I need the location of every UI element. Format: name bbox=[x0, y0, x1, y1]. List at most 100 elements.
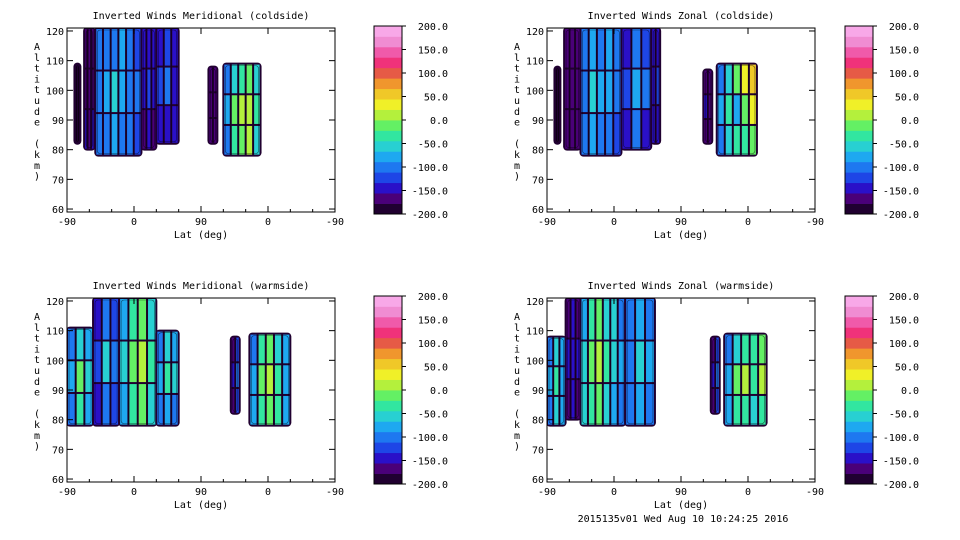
contour-cell bbox=[111, 29, 118, 70]
contour-cell bbox=[741, 125, 748, 155]
contour-cell bbox=[597, 29, 605, 70]
panel-3: Inverted Winds Meridional (warmside) -90 0… bbox=[34, 281, 448, 511]
contour-cell bbox=[224, 95, 230, 124]
contour-cell bbox=[622, 110, 631, 149]
contour-cell bbox=[129, 299, 137, 340]
contour-cell bbox=[147, 110, 151, 149]
y-tick-label: 80 bbox=[52, 146, 64, 157]
contour-cell bbox=[742, 365, 749, 394]
contour-cell bbox=[254, 125, 260, 155]
contour-line bbox=[232, 338, 239, 413]
colorbar-swatch bbox=[374, 88, 402, 100]
x-tick-label: -90 bbox=[538, 487, 556, 498]
contour-cell bbox=[548, 367, 553, 395]
contour-line bbox=[94, 299, 118, 424]
contour-cell bbox=[157, 331, 163, 362]
contour-region bbox=[248, 332, 292, 427]
colorbar-tick-label: 200.0 bbox=[889, 292, 919, 303]
contour-cell bbox=[596, 341, 602, 383]
contour-cell bbox=[725, 64, 732, 94]
colorbar-tick-label: 100.0 bbox=[418, 69, 448, 80]
contour-cell bbox=[646, 341, 654, 383]
contour-region bbox=[222, 62, 262, 157]
colorbar-tick-label: -50.0 bbox=[889, 410, 919, 421]
contour-cell bbox=[589, 114, 596, 155]
colorbar-swatch bbox=[374, 379, 402, 391]
colorbar-tick-label: -50.0 bbox=[418, 140, 448, 151]
contour-cell bbox=[134, 114, 141, 155]
contour-cell bbox=[138, 341, 147, 383]
colorbar-swatch bbox=[374, 452, 402, 464]
contour-cell bbox=[274, 395, 282, 425]
contour-region bbox=[67, 326, 95, 427]
x-tick-label: 90 bbox=[195, 487, 207, 498]
y-tick-label: 70 bbox=[52, 175, 64, 186]
contour-cell bbox=[246, 64, 253, 94]
colorbar-tick-label: -150.0 bbox=[883, 187, 919, 198]
contour-cell bbox=[85, 393, 93, 425]
contour-cell bbox=[570, 110, 575, 149]
contour-region bbox=[702, 68, 714, 145]
contour-cell bbox=[581, 341, 587, 383]
contour-cell bbox=[581, 71, 588, 113]
colorbar-swatch bbox=[845, 390, 873, 401]
colorbar-tick-label: -150.0 bbox=[883, 457, 919, 468]
colorbar-swatch bbox=[374, 109, 402, 121]
x-tick-label: -90 bbox=[538, 217, 556, 228]
contour-cell bbox=[581, 384, 587, 425]
x-tick-label: 0 bbox=[265, 217, 271, 228]
contour-cell bbox=[103, 29, 110, 70]
contour-line bbox=[85, 29, 93, 148]
contour-cell bbox=[642, 110, 651, 149]
contour-cell bbox=[566, 299, 570, 338]
contour-cell bbox=[576, 110, 580, 149]
contour-cell bbox=[119, 29, 126, 70]
contour-cell bbox=[134, 71, 141, 113]
x-tick-label: -90 bbox=[326, 487, 344, 498]
contour-line bbox=[582, 299, 624, 424]
contour-cell bbox=[571, 299, 575, 338]
contour-cell bbox=[94, 384, 101, 425]
colorbar-swatch bbox=[845, 140, 873, 152]
contour-cell bbox=[119, 71, 126, 113]
contour-region bbox=[94, 28, 143, 157]
colorbar-tick-label: 50.0 bbox=[424, 363, 448, 374]
contour-cell bbox=[85, 328, 93, 360]
contour-line bbox=[623, 29, 650, 148]
y-tick-label: 120 bbox=[46, 297, 64, 308]
x-tick-label: -90 bbox=[326, 217, 344, 228]
colorbar-tick-label: 50.0 bbox=[895, 93, 919, 104]
colorbar: 200.0 150.0 100.0 50.0 0.0 -50.0 -100.0 -150.0 -… bbox=[373, 292, 448, 491]
colorbar-tick-label: 150.0 bbox=[418, 46, 448, 57]
colorbar-tick-label: 200.0 bbox=[418, 22, 448, 33]
contour-cell bbox=[570, 69, 575, 109]
panel-4: Inverted Winds Zonal (warmside) -90 0 90 0 -9… bbox=[514, 281, 919, 511]
contour-cell bbox=[250, 395, 257, 425]
x-tick-label: 90 bbox=[675, 217, 687, 228]
contour-cell bbox=[626, 384, 635, 425]
contour-cell bbox=[172, 394, 178, 425]
contour-cell bbox=[581, 114, 588, 155]
contour-cell bbox=[597, 71, 605, 113]
colorbar: 200.0 150.0 100.0 50.0 0.0 -50.0 -100.0 -150.0 -… bbox=[844, 22, 919, 221]
y-tick-label: 120 bbox=[46, 27, 64, 38]
contour-cell bbox=[96, 71, 102, 113]
colorbar-swatch bbox=[845, 57, 873, 69]
contour-cell bbox=[129, 341, 137, 383]
contour-cell bbox=[147, 29, 151, 68]
colorbar-swatch bbox=[374, 67, 402, 79]
contour-cell bbox=[626, 341, 635, 383]
colorbar-swatch bbox=[845, 99, 873, 110]
contour-cell bbox=[589, 29, 596, 70]
contour-cell bbox=[283, 395, 290, 425]
contour-cell bbox=[134, 29, 141, 70]
contour-cell bbox=[88, 110, 91, 149]
contour-cell bbox=[749, 125, 756, 155]
contour-line bbox=[565, 29, 579, 148]
contour-cell bbox=[733, 95, 740, 124]
contour-cell bbox=[152, 69, 156, 109]
x-tick-label: 90 bbox=[195, 217, 207, 228]
contour-cell bbox=[626, 299, 635, 340]
contour-cell bbox=[88, 29, 91, 68]
colorbar: 200.0 150.0 100.0 50.0 0.0 -50.0 -100.0 -150.0 -… bbox=[373, 22, 448, 221]
